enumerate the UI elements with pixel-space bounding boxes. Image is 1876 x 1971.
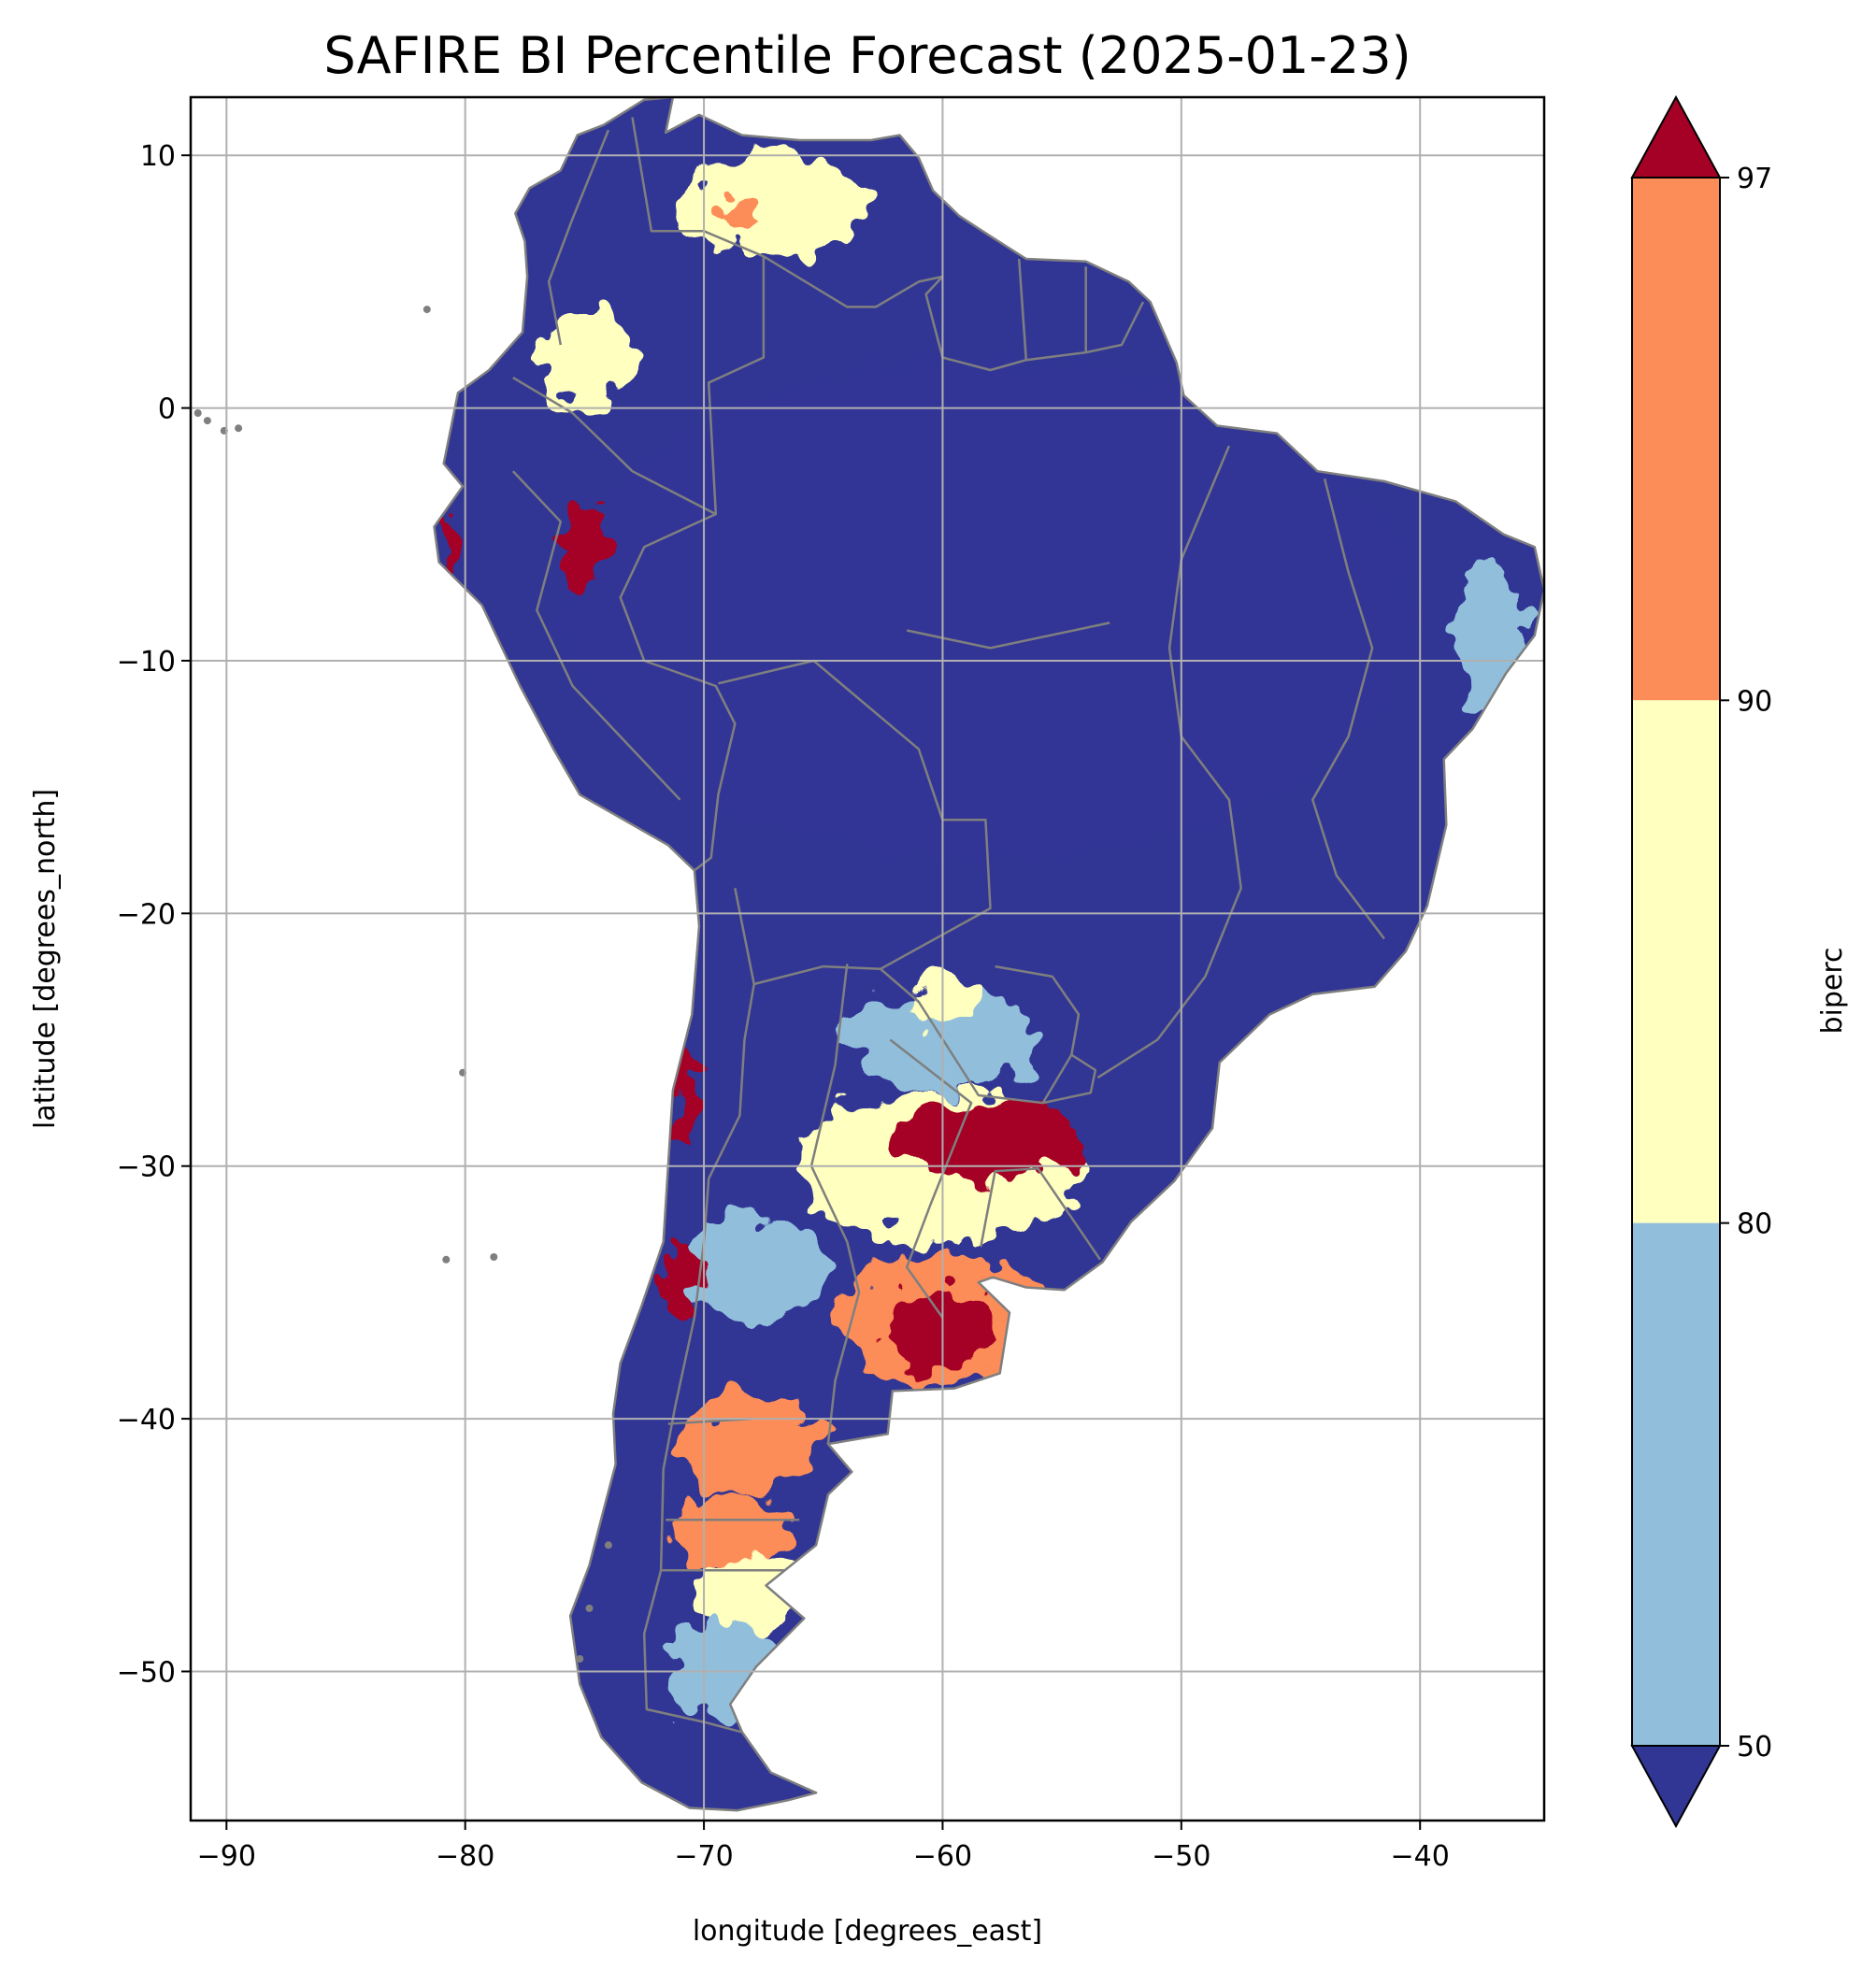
border-line-13 xyxy=(1311,478,1385,940)
island-6 xyxy=(422,306,431,314)
border-line-0 xyxy=(512,117,766,516)
border-line-9 xyxy=(1017,258,1028,361)
border-line-16 xyxy=(547,129,610,346)
colorbar-label: biperc xyxy=(1816,947,1849,1034)
y-tick-label: 0 xyxy=(158,393,176,426)
border-line-11 xyxy=(906,621,1110,650)
islands xyxy=(193,306,612,1663)
colorbar-tick-label: 50 xyxy=(1737,1731,1772,1764)
island-0 xyxy=(203,417,211,425)
x-tick-label: −60 xyxy=(913,1840,972,1873)
region-10 xyxy=(895,1103,1086,1179)
x-axis-ticks: −90 −80 −70 −60 −50 −40 xyxy=(197,1821,1450,1873)
border-line-3 xyxy=(880,964,1081,1105)
border-line-12 xyxy=(1096,445,1242,1079)
plot-area xyxy=(189,95,1546,1822)
region-13 xyxy=(680,1216,823,1318)
island-3 xyxy=(235,424,243,433)
region-3 xyxy=(537,307,633,408)
x-tick-label: −90 xyxy=(197,1840,256,1873)
region-1 xyxy=(680,155,871,257)
colorbar-band-0 xyxy=(1632,178,1720,701)
border-line-6 xyxy=(1042,1053,1097,1105)
region-17 xyxy=(667,1494,788,1571)
y-axis-label: latitude [degrees_north] xyxy=(29,789,62,1129)
border-line-7 xyxy=(924,276,1145,372)
coastline xyxy=(433,97,1544,1812)
y-tick-label: −30 xyxy=(117,1151,176,1184)
border-line-8 xyxy=(763,255,943,308)
colorbar-tick-label: 80 xyxy=(1737,1208,1772,1241)
region-5 xyxy=(434,521,464,573)
border-line-1 xyxy=(619,512,737,872)
colorbar-under-arrow xyxy=(1630,1745,1722,1829)
x-tick-label: −80 xyxy=(436,1840,494,1873)
island-1 xyxy=(193,409,202,417)
y-tick-label: −40 xyxy=(117,1404,176,1436)
y-axis-ticks: 10 0 −10 −20 −30 −40 −50 xyxy=(117,140,191,1689)
region-14 xyxy=(661,1241,699,1318)
colorbar-frame xyxy=(1631,177,1721,1747)
border-line-17 xyxy=(511,470,681,801)
axes-frame xyxy=(189,95,1546,1822)
border-line-5 xyxy=(980,1167,1102,1261)
region-4 xyxy=(560,508,609,585)
border-line-2 xyxy=(718,659,992,986)
y-tick-label: −50 xyxy=(117,1656,176,1689)
x-axis-label: longitude [degrees_east] xyxy=(693,1915,1042,1948)
y-tick-label: 10 xyxy=(140,140,176,173)
region-16 xyxy=(680,1393,823,1495)
colorbar-band-2 xyxy=(1632,1222,1720,1746)
island-10 xyxy=(604,1541,612,1550)
x-tick-label: −40 xyxy=(1391,1840,1450,1873)
border-line-15 xyxy=(889,1038,973,1319)
y-tick-label: −10 xyxy=(117,646,176,678)
colorbar-tick-label: 97 xyxy=(1737,163,1772,195)
region-2 xyxy=(715,198,764,239)
chart-title: SAFIRE BI Percentile Forecast (2025-01-2… xyxy=(323,26,1411,85)
colorbar-over-arrow xyxy=(1630,94,1722,179)
island-5 xyxy=(442,1255,451,1264)
y-tick-label: −20 xyxy=(117,898,176,931)
island-8 xyxy=(576,1655,584,1663)
gridlines xyxy=(191,97,1544,1821)
colorbar-tick-label: 90 xyxy=(1737,685,1772,718)
border-line-4 xyxy=(642,983,755,1734)
x-tick-label: −50 xyxy=(1152,1840,1210,1873)
island-4 xyxy=(490,1253,498,1261)
border-line-14 xyxy=(809,964,861,1445)
x-tick-label: −70 xyxy=(674,1840,733,1873)
colorbar: 97 90 80 50 xyxy=(1630,94,1772,1829)
country-borders xyxy=(511,117,1385,1734)
colorbar-band-1 xyxy=(1632,700,1720,1223)
region-0 xyxy=(560,357,1421,864)
island-9 xyxy=(585,1604,594,1612)
